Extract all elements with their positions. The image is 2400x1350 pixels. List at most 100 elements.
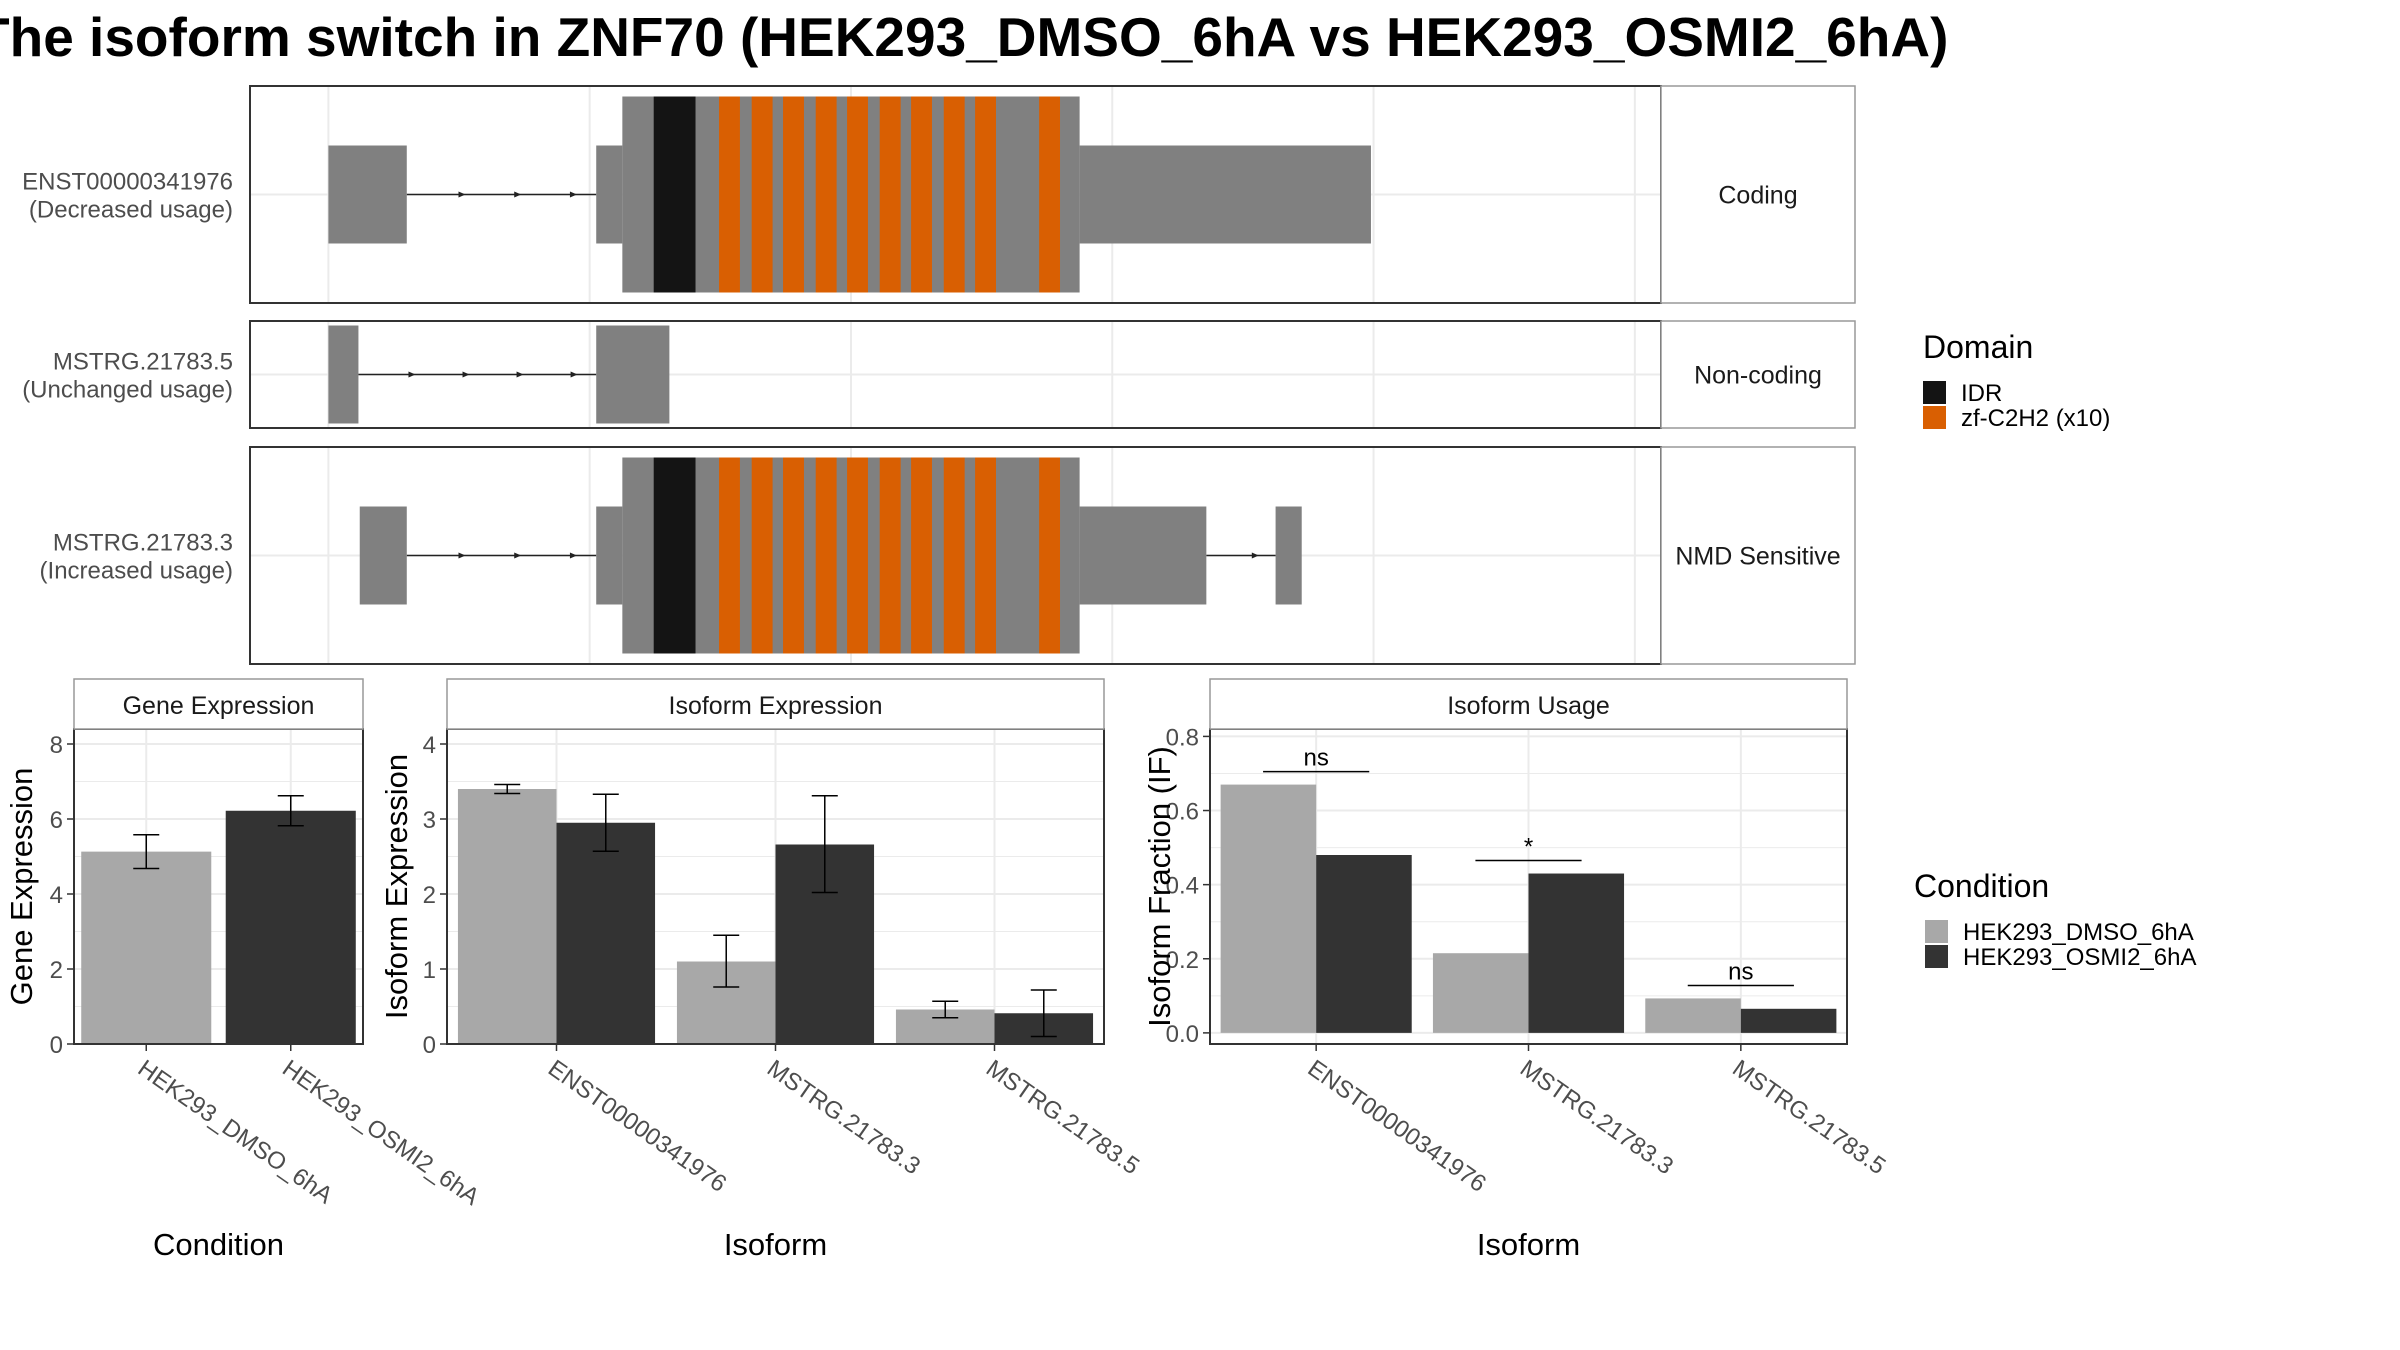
zf-c2h2-domain xyxy=(751,457,773,654)
idr-domain xyxy=(653,96,696,293)
intron-arrow xyxy=(569,552,577,559)
intron-arrow xyxy=(514,191,522,198)
zf-c2h2-domain xyxy=(943,96,965,293)
intron-arrow xyxy=(570,371,578,378)
bar xyxy=(1220,784,1317,1033)
exon-block xyxy=(596,145,623,244)
panel-title: Gene Expression xyxy=(123,692,315,720)
zf-c2h2-domain xyxy=(783,457,804,654)
error-bar xyxy=(1030,989,1057,1038)
intron-arrow xyxy=(514,552,522,559)
zf-c2h2-domain xyxy=(719,96,740,293)
bar xyxy=(457,789,557,1044)
exon-block xyxy=(359,506,407,605)
significance-label: ns xyxy=(1303,745,1328,772)
panel-title: Isoform Expression xyxy=(669,692,883,720)
zf-c2h2-domain xyxy=(719,457,740,654)
isoform-usage-label: (Increased usage) xyxy=(40,558,233,585)
isoform-category: Non-coding xyxy=(1694,362,1822,390)
condition-legend-swatch xyxy=(1925,945,1948,968)
isoform-row: NMD Sensitive MSTRG.21783.3(Increased usa… xyxy=(40,446,1856,665)
condition-legend-title: Condition xyxy=(1914,868,2049,904)
isoform-structure-panel: Coding ENST00000341976(Decreased usage) No… xyxy=(22,85,1856,665)
intron-arrow xyxy=(1251,552,1259,559)
y-tick-label: 1 xyxy=(423,957,436,984)
x-axis-title: Condition xyxy=(153,1227,284,1262)
intron-arrow xyxy=(569,191,577,198)
y-tick-label: 2 xyxy=(423,882,436,909)
y-tick-label: 0 xyxy=(423,1032,436,1059)
zf-c2h2-domain xyxy=(879,457,901,654)
bar xyxy=(1528,873,1625,1033)
category-strip xyxy=(1660,446,1856,665)
panel-strip xyxy=(73,678,364,730)
y-axis-title: Isoform Fraction (IF) xyxy=(1142,746,1177,1027)
y-tick-label: 4 xyxy=(50,882,63,909)
error-bar xyxy=(932,1000,959,1019)
utr-block xyxy=(1079,506,1207,605)
significance-label: ns xyxy=(1728,958,1753,985)
domain-legend-title: Domain xyxy=(1923,329,2033,365)
bar xyxy=(1645,998,1741,1033)
error-bar xyxy=(713,934,740,988)
y-tick-label: 3 xyxy=(423,807,436,834)
y-tick-label: 8 xyxy=(50,732,63,759)
error-bar xyxy=(494,783,521,795)
zf-c2h2-domain xyxy=(911,96,932,293)
intron-arrow xyxy=(462,371,470,378)
domain-legend-label: zf-C2H2 (x10) xyxy=(1961,405,2110,432)
zf-c2h2-domain xyxy=(1039,457,1061,654)
isoform-category: NMD Sensitive xyxy=(1675,543,1840,571)
zf-c2h2-domain xyxy=(1039,96,1061,293)
isoform-usage-label: (Unchanged usage) xyxy=(22,377,233,404)
zf-c2h2-domain xyxy=(911,457,932,654)
isoform-label: ENST00000341976 xyxy=(22,169,233,196)
condition-legend-label: HEK293_DMSO_6hA xyxy=(1963,919,2194,946)
x-axis-title: Isoform xyxy=(1477,1227,1580,1262)
exon-block xyxy=(596,506,623,605)
error-bar xyxy=(133,834,160,870)
exon-block xyxy=(1275,506,1302,605)
significance-label: * xyxy=(1524,834,1533,861)
bar xyxy=(1740,1008,1837,1033)
panel-strip xyxy=(446,678,1105,730)
error-bar xyxy=(277,795,304,827)
zf-c2h2-domain xyxy=(975,96,997,293)
zf-c2h2-domain xyxy=(783,96,804,293)
exon-block xyxy=(328,325,359,424)
x-axis-title: Isoform xyxy=(724,1227,827,1262)
intron-arrow xyxy=(516,371,524,378)
condition-legend-swatch xyxy=(1925,920,1948,943)
panel-strip xyxy=(1209,678,1848,730)
domain-legend-label: IDR xyxy=(1961,380,2002,407)
intron-arrow xyxy=(408,371,416,378)
y-tick-label: 0.2 xyxy=(1166,947,1199,974)
bar xyxy=(1316,855,1412,1033)
category-strip xyxy=(1660,320,1856,429)
idr-domain xyxy=(653,457,696,654)
zf-c2h2-domain xyxy=(815,96,837,293)
bar xyxy=(556,822,656,1044)
zf-c2h2-domain xyxy=(943,457,965,654)
y-tick-label: 0.6 xyxy=(1166,799,1199,826)
isoform-usage-label: (Decreased usage) xyxy=(29,197,233,224)
utr-block xyxy=(1079,145,1371,244)
zf-c2h2-domain xyxy=(751,96,773,293)
y-tick-label: 0.4 xyxy=(1166,873,1199,900)
error-bar xyxy=(811,795,838,894)
bar xyxy=(225,810,356,1044)
domain-legend-swatch xyxy=(1923,381,1946,404)
figure-title: The isoform switch in ZNF70 (HEK293_DMSO… xyxy=(0,6,1948,68)
exon-block xyxy=(596,325,670,424)
zf-c2h2-domain xyxy=(847,96,868,293)
intron-arrow xyxy=(458,552,466,559)
intron-arrow xyxy=(458,191,466,198)
error-bar xyxy=(592,793,619,852)
y-axis-title: Isoform Expression xyxy=(379,754,414,1019)
y-tick-label: 6 xyxy=(50,807,63,834)
domain-legend-swatch xyxy=(1923,406,1946,429)
bar xyxy=(1432,953,1529,1033)
